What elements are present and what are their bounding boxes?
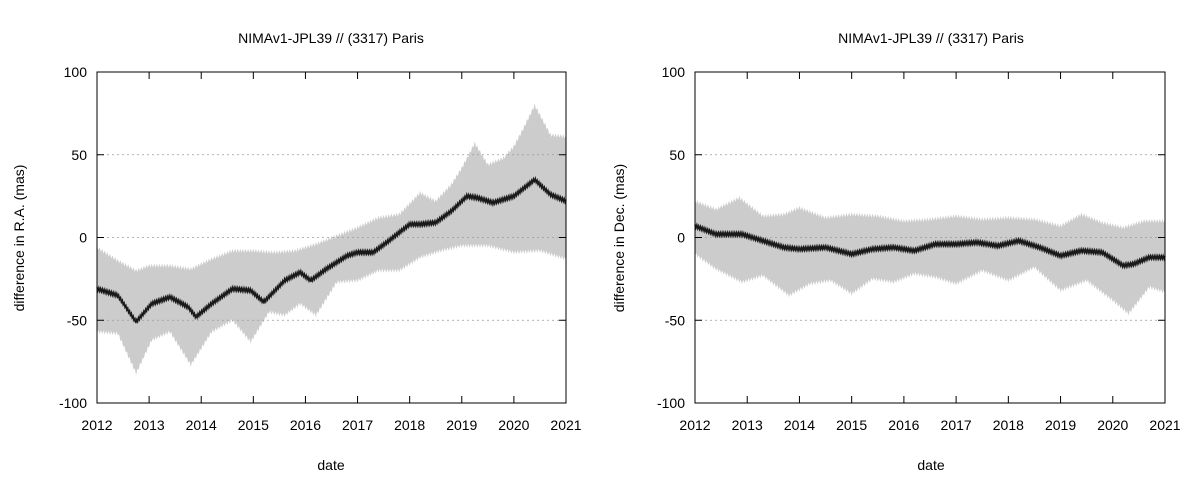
dec-y-tick-label: 0 xyxy=(677,230,685,246)
ra-x-tick-label: 2019 xyxy=(446,417,477,433)
dec-x-tick-label: 2016 xyxy=(888,417,919,433)
ra-x-tick-label: 2016 xyxy=(290,417,321,433)
ra-y-tick-label: 50 xyxy=(71,147,87,163)
dec-uncertainty-band xyxy=(695,195,1165,316)
ra-x-tick-label: 2021 xyxy=(550,417,581,433)
ra-x-axis-label: date xyxy=(317,457,344,473)
ra-x-tick-label: 2020 xyxy=(498,417,529,433)
dec-y-tick-label: -100 xyxy=(657,395,685,411)
ra-x-tick-label: 2012 xyxy=(81,417,112,433)
ra-chart-title: NIMAv1-JPL39 // (3317) Paris xyxy=(238,30,424,46)
dec-y-tick-label: 50 xyxy=(669,147,685,163)
dec-x-axis-label: date xyxy=(917,457,944,473)
ra-chart: NIMAv1-JPL39 // (3317) Paris date differ… xyxy=(11,30,582,473)
dec-x-tick-label: 2017 xyxy=(941,417,972,433)
dec-chart-title: NIMAv1-JPL39 // (3317) Paris xyxy=(838,30,1024,46)
ra-x-tick-label: 2015 xyxy=(238,417,269,433)
dec-y-tick-label: 100 xyxy=(662,64,686,80)
dec-mean-line xyxy=(694,222,1166,270)
ra-x-tick-label: 2018 xyxy=(394,417,425,433)
dec-x-tick-label: 2019 xyxy=(1045,417,1076,433)
ra-y-axis-label: difference in R.A. (mas) xyxy=(11,165,27,312)
dec-x-tick-label: 2014 xyxy=(784,417,815,433)
dec-plot-area: 2012 2013 2014 2015 2016 2017 2018 2019 2020 2021… xyxy=(657,64,1181,433)
ra-uncertainty-band xyxy=(97,103,566,376)
dec-x-tick-label: 2012 xyxy=(679,417,710,433)
ra-x-tick-label: 2017 xyxy=(342,417,373,433)
dec-x-tick-label: 2021 xyxy=(1149,417,1180,433)
dec-x-tick-label: 2013 xyxy=(732,417,763,433)
ra-plot-area: 2012 2013 2014 2015 2016 2017 2018 2019 2020 2021… xyxy=(59,64,582,433)
dec-x-tick-label: 2015 xyxy=(836,417,867,433)
dec-x-tick-label: 2018 xyxy=(993,417,1024,433)
ra-y-tick-label: 100 xyxy=(64,64,88,80)
ra-y-tick-label: 0 xyxy=(79,230,87,246)
dec-chart: NIMAv1-JPL39 // (3317) Paris date differ… xyxy=(611,30,1181,473)
dec-y-axis-label: difference in Dec. (mas) xyxy=(611,164,627,312)
ra-x-tick-label: 2014 xyxy=(186,417,217,433)
ra-mean-line xyxy=(96,175,567,325)
dec-y-tick-label: -50 xyxy=(665,312,685,328)
ra-x-tick-label: 2013 xyxy=(134,417,165,433)
ra-y-tick-label: -50 xyxy=(67,312,87,328)
ra-y-tick-label: -100 xyxy=(59,395,87,411)
dec-x-tick-label: 2020 xyxy=(1097,417,1128,433)
